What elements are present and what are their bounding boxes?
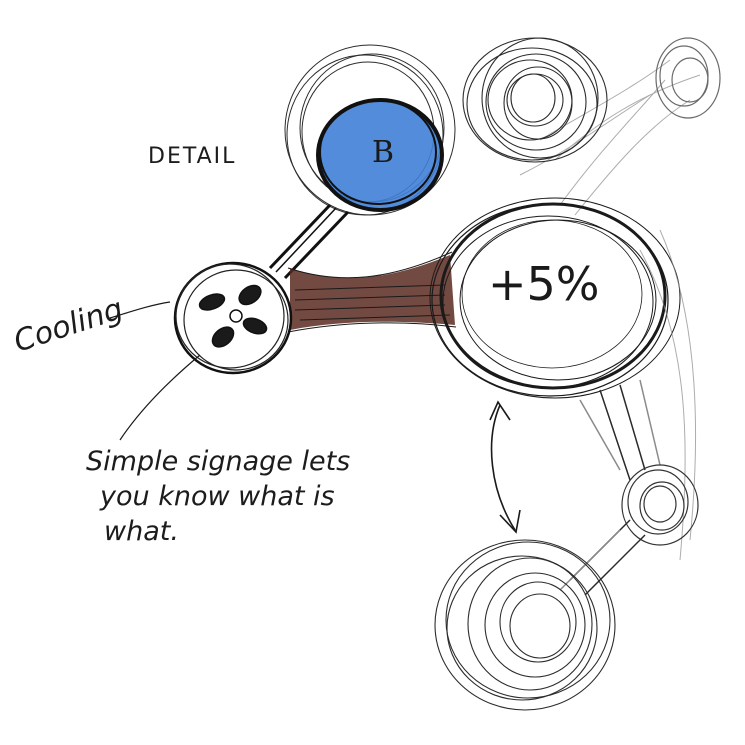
pencil-arc-right xyxy=(639,229,697,561)
pencil-connector-top xyxy=(519,59,701,216)
empty-node-bottom xyxy=(434,539,616,711)
note-line-2: you know what is xyxy=(99,481,335,512)
detail-node-fill xyxy=(318,100,442,210)
leader-lines xyxy=(109,301,201,441)
link-cooling-boost xyxy=(287,251,457,333)
link-boost-mid xyxy=(579,379,661,481)
boost-node: +5% xyxy=(429,197,681,399)
cooling-label: Cooling xyxy=(10,292,128,360)
note-line-1: Simple signage lets xyxy=(86,446,350,477)
boost-node-label: +5% xyxy=(488,257,600,311)
link-mid-bottom xyxy=(559,519,646,596)
ghost-node-top-right xyxy=(655,37,721,119)
fan-icon xyxy=(198,284,268,348)
double-arrow-icon xyxy=(489,400,521,534)
detail-node-letter: B xyxy=(372,135,394,170)
cooling-node xyxy=(173,261,293,375)
note-line-3: what. xyxy=(104,516,179,547)
detail-node: B xyxy=(284,44,456,216)
empty-node-top xyxy=(462,37,608,163)
detail-label: DETAIL xyxy=(148,144,236,169)
small-node-right xyxy=(621,464,699,546)
link-detail-cooling xyxy=(268,203,350,280)
